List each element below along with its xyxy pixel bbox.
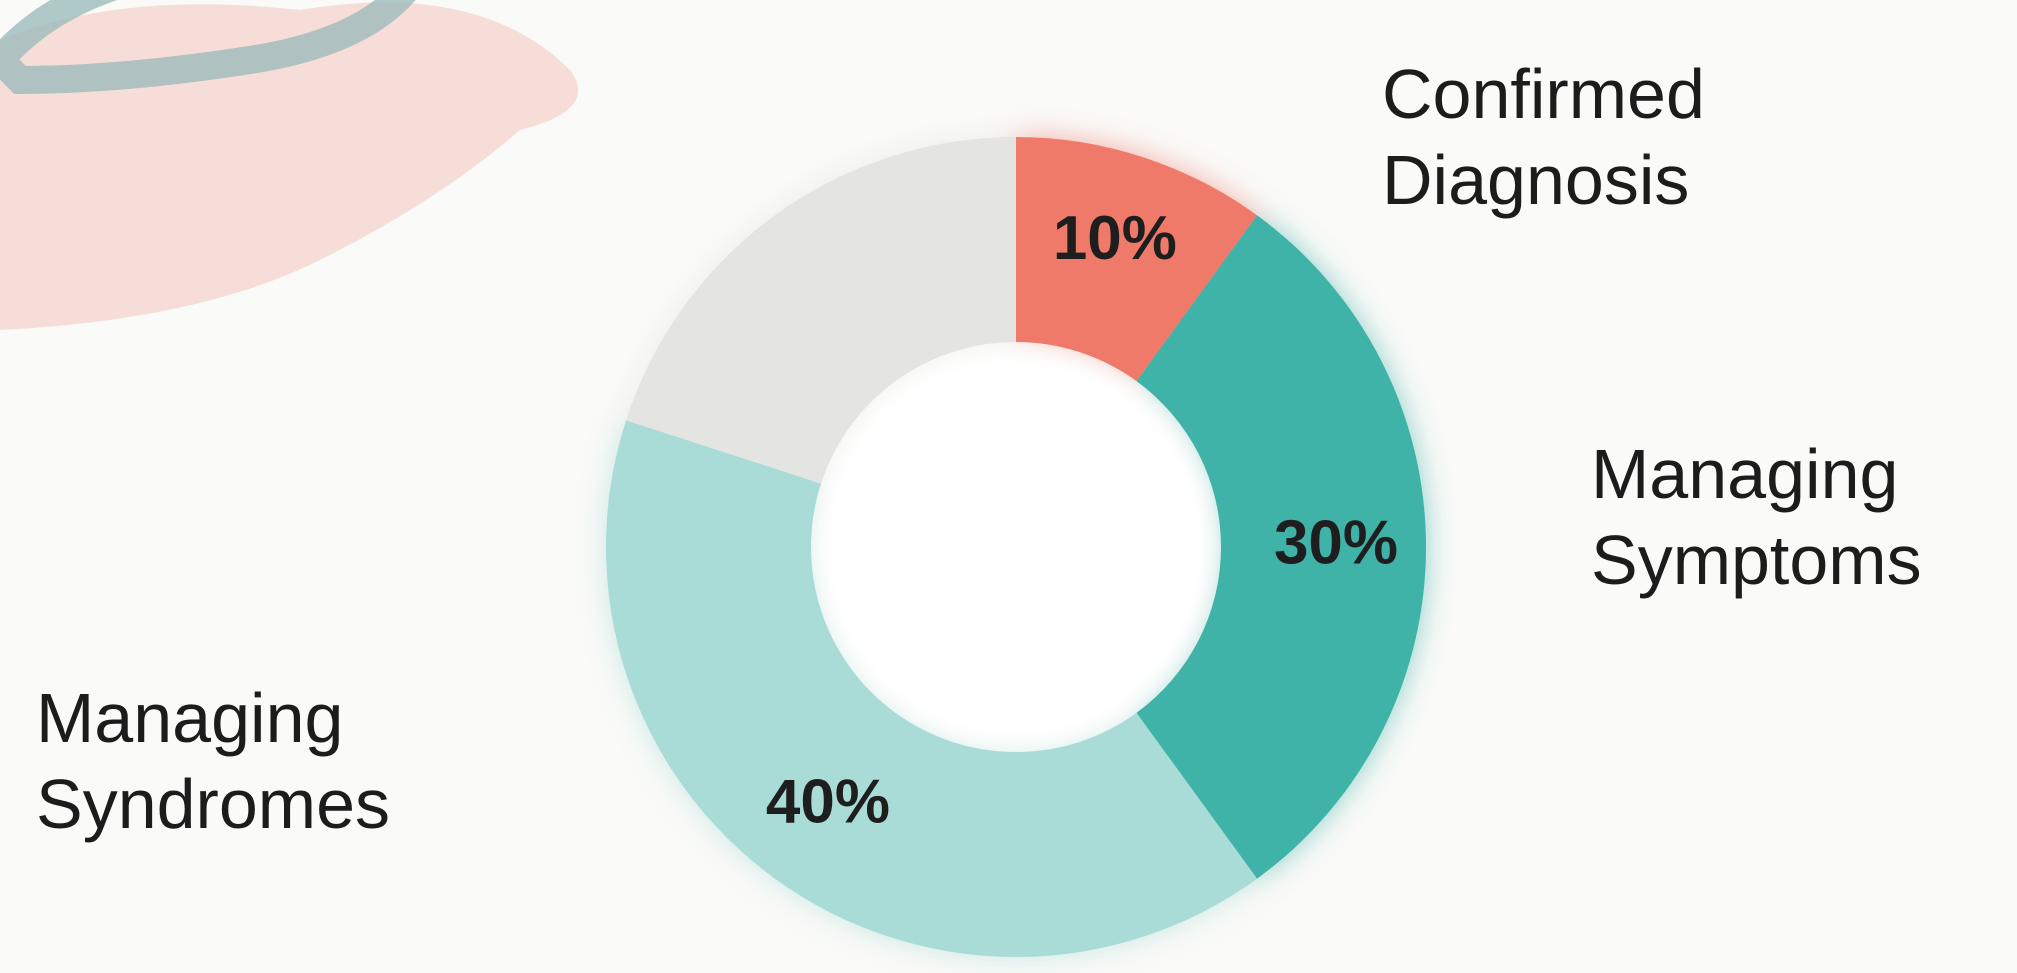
category-label: Confirmed Diagnosis	[1382, 55, 1705, 219]
category-label: Managing Symptoms	[1591, 435, 1922, 599]
value-label: 10%	[1053, 204, 1177, 273]
slice	[626, 137, 1016, 484]
slice	[1016, 137, 1257, 382]
donut	[606, 137, 1427, 957]
value-label: 30%	[1274, 508, 1398, 577]
slice	[606, 420, 1257, 957]
donut-hole	[793, 324, 1239, 770]
slice	[1136, 215, 1427, 879]
category-label: Managing Syndromes	[36, 679, 391, 843]
decoration	[0, 0, 579, 330]
value-label: 40%	[766, 767, 890, 836]
